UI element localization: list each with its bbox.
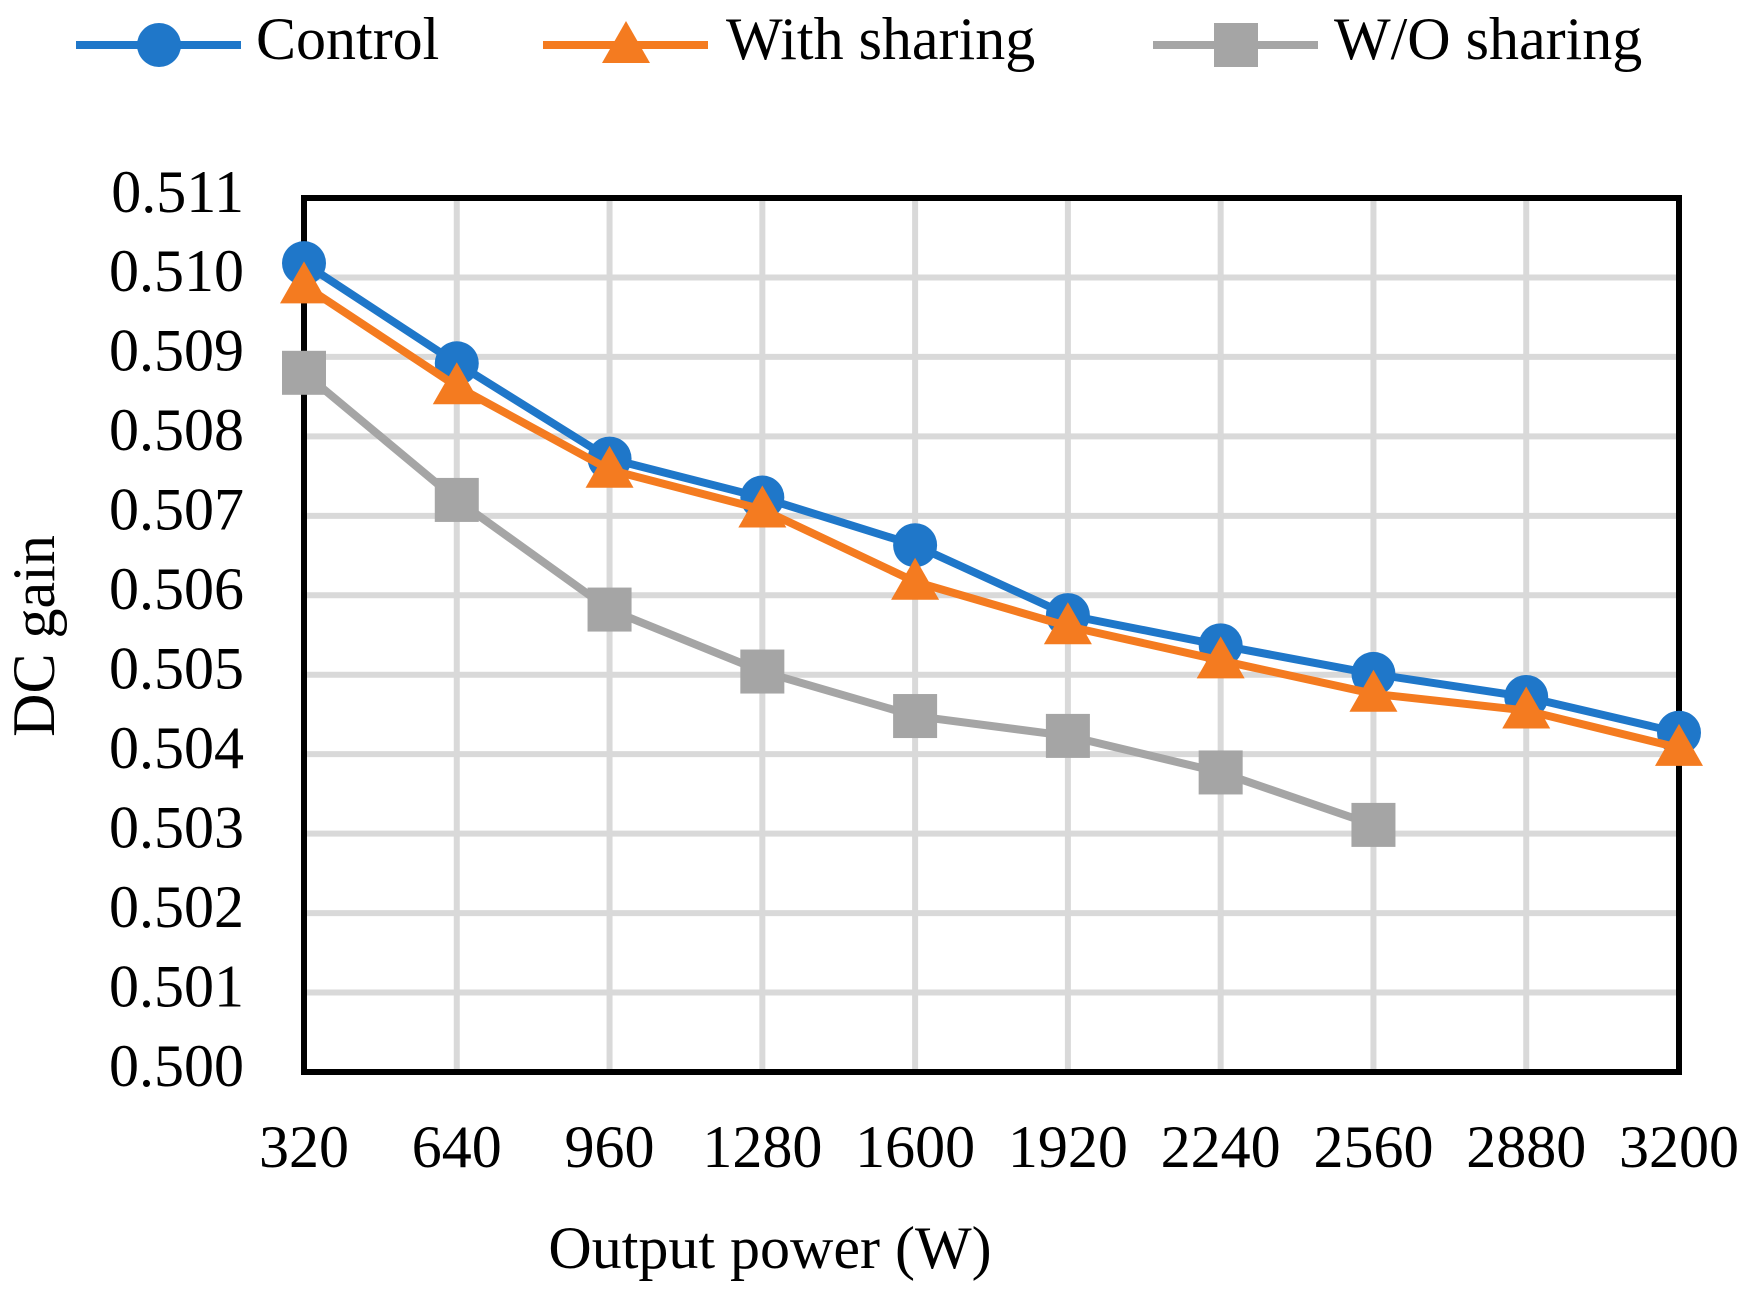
- y-tick-label: 0.502: [109, 874, 244, 940]
- y-tick-label: 0.505: [109, 635, 244, 701]
- y-tick-label: 0.500: [109, 1033, 244, 1099]
- data-point: [1198, 750, 1243, 795]
- legend-label: With sharing: [726, 6, 1035, 72]
- legend-marker: [602, 21, 650, 63]
- x-tick-label: 320: [259, 1114, 349, 1180]
- y-tick-label: 0.510: [109, 238, 244, 304]
- series-line: [301, 282, 1680, 752]
- data-point: [432, 362, 481, 405]
- y-tick-label: 0.501: [109, 953, 244, 1019]
- x-tick-label: 2880: [1466, 1114, 1586, 1180]
- x-axis-title: Output power (W): [548, 1215, 991, 1281]
- data-point: [1045, 713, 1090, 758]
- data-point: [1043, 602, 1092, 645]
- x-tick-label: 1280: [702, 1114, 822, 1180]
- data-point: [1351, 802, 1396, 847]
- legend-label: Control: [256, 6, 439, 72]
- x-tick-label: 640: [412, 1114, 502, 1180]
- plot-border: [301, 195, 1682, 1075]
- data-point: [893, 523, 938, 568]
- y-tick-label: 0.511: [111, 159, 244, 225]
- data-point: [280, 261, 328, 304]
- x-tick-label: 3200: [1619, 1114, 1739, 1180]
- legend-marker: [1214, 23, 1258, 67]
- y-axis-title: DC gain: [1, 535, 67, 737]
- data-point: [1196, 636, 1245, 679]
- y-tick-label: 0.504: [109, 715, 244, 781]
- x-tick-label: 2240: [1161, 1114, 1281, 1180]
- legend-marker: [137, 23, 181, 67]
- data-point: [282, 350, 326, 395]
- series-line: [301, 369, 1375, 829]
- data-point: [893, 694, 938, 739]
- data-point: [1655, 723, 1703, 766]
- data-point: [1349, 669, 1398, 712]
- data-point: [891, 557, 940, 600]
- y-tick-label: 0.506: [109, 556, 244, 622]
- data-point: [434, 477, 479, 522]
- data-point: [587, 587, 632, 632]
- data-point: [1502, 686, 1551, 729]
- x-tick-label: 1920: [1008, 1114, 1128, 1180]
- x-tick-label: 960: [565, 1114, 655, 1180]
- data-point: [738, 485, 787, 528]
- x-tick-label: 2560: [1313, 1114, 1433, 1180]
- y-tick-label: 0.509: [109, 318, 244, 384]
- x-tick-label: 1600: [855, 1114, 975, 1180]
- y-tick-label: 0.503: [109, 794, 244, 860]
- series-line: [301, 259, 1680, 737]
- y-tick-label: 0.508: [109, 397, 244, 463]
- y-tick-label: 0.507: [109, 477, 244, 543]
- data-point: [740, 649, 785, 694]
- legend-label: W/O sharing: [1334, 6, 1642, 72]
- data-point: [585, 445, 634, 488]
